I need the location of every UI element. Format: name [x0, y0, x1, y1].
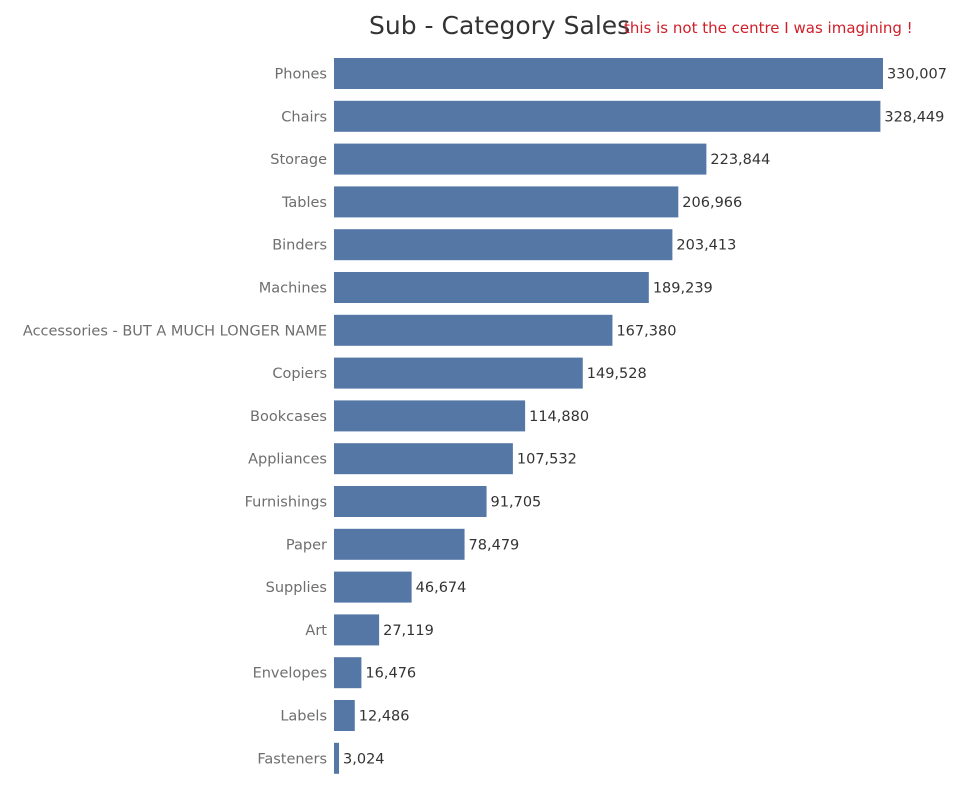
bar[interactable]: [334, 229, 673, 261]
category-label: Machines: [259, 281, 327, 297]
value-label: 223,844: [710, 152, 770, 168]
category-label: Appliances: [248, 452, 327, 468]
bar[interactable]: [334, 357, 583, 389]
value-label: 330,007: [887, 67, 947, 83]
bar[interactable]: [334, 143, 707, 175]
bar[interactable]: [334, 742, 340, 774]
category-label: Fasteners: [257, 751, 327, 767]
category-label: Art: [305, 623, 327, 639]
chart-annotation: this is not the centre I was imagining !: [624, 19, 913, 37]
category-label: Phones: [275, 67, 327, 83]
category-label: Furnishings: [245, 495, 327, 511]
value-label: 114,880: [529, 409, 589, 425]
bar[interactable]: [334, 700, 355, 731]
category-label: Copiers: [272, 366, 327, 382]
chart-title: Sub - Category Sales: [369, 11, 630, 40]
bar[interactable]: [334, 314, 613, 346]
category-label: Envelopes: [253, 666, 327, 682]
value-label: 27,119: [383, 623, 434, 639]
category-label: Binders: [272, 238, 327, 254]
bar[interactable]: [334, 528, 465, 560]
value-label: 328,449: [884, 109, 944, 125]
value-label: 3,024: [343, 751, 385, 767]
category-label: Supplies: [266, 580, 327, 596]
value-label: 16,476: [365, 666, 416, 682]
value-label: 46,674: [416, 580, 467, 596]
value-label: 12,486: [359, 709, 410, 725]
value-label: 107,532: [517, 452, 577, 468]
value-label: 203,413: [676, 238, 736, 254]
category-label: Bookcases: [250, 409, 327, 425]
bars-group: Phones 330,007 Chairs 328,449 Storage 223,844…: [23, 58, 947, 774]
value-label: 78,479: [469, 537, 520, 553]
category-label: Storage: [270, 152, 327, 168]
value-label: 167,380: [616, 323, 676, 339]
value-label: 206,966: [682, 195, 742, 211]
value-label: 189,239: [653, 281, 713, 297]
bar[interactable]: [334, 486, 487, 517]
bar[interactable]: [334, 614, 380, 646]
category-label: Paper: [286, 537, 327, 553]
category-label: Accessories - BUT A MUCH LONGER NAME: [23, 323, 327, 339]
bar[interactable]: [334, 58, 883, 89]
category-label: Labels: [280, 709, 327, 725]
category-label: Tables: [281, 195, 327, 211]
bar[interactable]: [334, 400, 526, 432]
bar[interactable]: [334, 443, 513, 475]
bar[interactable]: [334, 186, 679, 218]
bar[interactable]: [334, 571, 412, 603]
bar[interactable]: [334, 100, 881, 132]
bar[interactable]: [334, 657, 362, 689]
value-label: 91,705: [491, 495, 542, 511]
category-label: Chairs: [281, 109, 327, 125]
bar[interactable]: [334, 272, 649, 303]
value-label: 149,528: [587, 366, 647, 382]
